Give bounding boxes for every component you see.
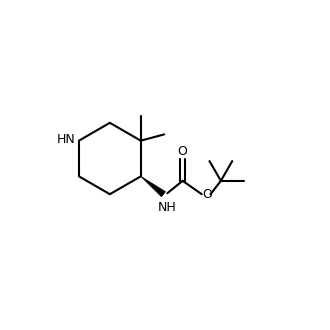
- Polygon shape: [141, 176, 165, 197]
- Text: NH: NH: [157, 201, 176, 214]
- Text: HN: HN: [57, 133, 76, 146]
- Text: O: O: [203, 188, 213, 201]
- Text: O: O: [178, 145, 187, 158]
